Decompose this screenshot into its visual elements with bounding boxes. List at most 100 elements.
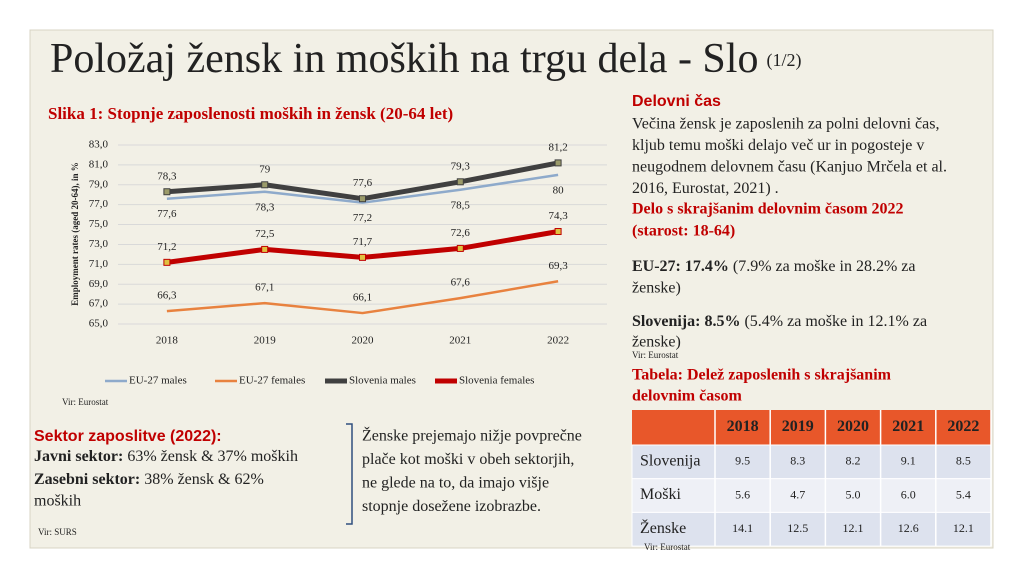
point bbox=[359, 253, 366, 261]
table-row bbox=[631, 444, 992, 480]
column-header: 2019 bbox=[782, 418, 814, 435]
x-tick-label: 2020 bbox=[352, 335, 375, 347]
legend-label: EU-27 males bbox=[129, 375, 187, 387]
table-cell: 8.2 bbox=[846, 454, 861, 468]
private-label: Zasebni sektor: bbox=[34, 471, 140, 488]
eu-label: EU-27: 17.4% bbox=[632, 258, 729, 275]
public-text: 63% žensk & 37% moških bbox=[123, 448, 298, 465]
point bbox=[456, 244, 464, 252]
value-label: 74,3 bbox=[548, 210, 568, 222]
value-label: 67,1 bbox=[255, 282, 274, 294]
y-tick-label: 83,0 bbox=[89, 139, 109, 151]
series-line bbox=[166, 280, 559, 315]
table-cell: 5.0 bbox=[846, 487, 861, 501]
sector-line: moških bbox=[34, 493, 81, 510]
value-label: 79 bbox=[259, 163, 271, 175]
bracket bbox=[346, 423, 353, 525]
worktime-title: Delovni čas bbox=[632, 93, 721, 110]
point bbox=[554, 159, 562, 167]
point bbox=[456, 178, 464, 186]
point bbox=[554, 228, 562, 236]
text-line: ne glede na to, da imajo višje bbox=[362, 475, 549, 492]
x-tick-label: 2019 bbox=[254, 335, 277, 347]
table-cell: 12.1 bbox=[843, 521, 864, 535]
legend-label: Slovenia females bbox=[459, 375, 534, 387]
table-title: Tabela: Delež zaposlenih s skrajšanim del… bbox=[632, 367, 892, 405]
si-line: ženske) bbox=[632, 334, 681, 351]
x-tick-label: 2018 bbox=[156, 335, 179, 347]
text-line: stopnje dosežene izobrazbe. bbox=[362, 498, 541, 515]
slide-title: Položaj žensk in moških na trgu dela - S… bbox=[50, 36, 801, 82]
value-label: 66,3 bbox=[157, 290, 177, 302]
si-line: Slovenija: 8.5% (5.4% za moške in 12.1% … bbox=[632, 313, 927, 330]
text-line: 2016, Eurostat, 2021) . bbox=[632, 180, 779, 197]
sector-line: Javni sektor: 63% žensk & 37% moških bbox=[34, 448, 298, 465]
y-tick-label: 81,0 bbox=[89, 158, 109, 170]
value-label: 77,6 bbox=[157, 208, 177, 220]
point bbox=[163, 188, 171, 196]
table-row bbox=[631, 511, 992, 547]
value-label: 78,3 bbox=[157, 170, 177, 182]
value-label: 71,7 bbox=[353, 236, 373, 248]
table-cell: 12.5 bbox=[787, 521, 808, 535]
series-line bbox=[166, 173, 559, 204]
value-label: 81,2 bbox=[548, 141, 567, 153]
table-cell: 6.0 bbox=[901, 487, 916, 501]
chart: 65,0 67,0 69,0 71,0 73,0 75,0 77,0 79,0 81,0 83,0… bbox=[89, 139, 607, 387]
point bbox=[359, 195, 366, 203]
text-line: Delo s skrajšanim delovnim časom 2022 bbox=[632, 201, 904, 218]
legend-label: Slovenia males bbox=[349, 375, 416, 387]
value-label: 66,1 bbox=[353, 292, 372, 304]
value-label: 80 bbox=[553, 184, 565, 196]
table-cell: 4.7 bbox=[790, 487, 805, 501]
text-line: neugodnem delovnem času (Kanjuo Mrčela e… bbox=[632, 159, 947, 176]
parttime-title: Delo s skrajšanim delovnim časom 2022 (st… bbox=[632, 201, 904, 240]
table-cell: 5.6 bbox=[735, 487, 750, 501]
text-line: Večina žensk je zaposlenih za polni delo… bbox=[632, 116, 939, 133]
value-label: 71,2 bbox=[157, 241, 176, 253]
parttime-source: Vir: Eurostat bbox=[632, 350, 679, 360]
value-label: 77,6 bbox=[353, 177, 373, 189]
eu-line: ženske) bbox=[632, 280, 681, 297]
si-text: (5.4% za moške in 12.1% za bbox=[740, 313, 927, 330]
table-header bbox=[632, 410, 991, 445]
row-label: Ženske bbox=[640, 518, 686, 537]
text-line: Tabela: Delež zaposlenih s skrajšanim bbox=[632, 367, 892, 384]
y-tick-label: 65,0 bbox=[89, 318, 109, 330]
value-label: 72,6 bbox=[451, 227, 471, 239]
y-tick-label: 69,0 bbox=[89, 278, 109, 290]
value-label: 67,6 bbox=[451, 277, 471, 289]
table-cell: 5.4 bbox=[956, 487, 971, 501]
worktime-text: Večina žensk je zaposlenih za polni delo… bbox=[632, 116, 947, 198]
row-label: Slovenija bbox=[640, 453, 700, 470]
column-header: 2018 bbox=[727, 418, 759, 435]
eu-text: (7.9% za moške in 28.2% za bbox=[729, 258, 916, 275]
table-cell: 9.5 bbox=[735, 454, 750, 468]
table-row bbox=[631, 478, 992, 513]
text-line: Ženske prejemajo nižje povprečne bbox=[362, 426, 582, 445]
note: Ženske prejemajo nižje povprečne plače ko… bbox=[362, 426, 582, 516]
table-cell: 8.3 bbox=[790, 454, 805, 468]
point bbox=[261, 245, 269, 253]
sector-line: Zasebni sektor: 38% žensk & 62% bbox=[34, 471, 264, 488]
table: 2018 2019 2020 2021 2022 Slovenija 9.5 8.3 8.2 9.… bbox=[631, 410, 992, 547]
y-axis-label: Employment rates (aged 20-64), in % bbox=[70, 162, 80, 306]
public-label: Javni sektor: bbox=[34, 448, 123, 465]
text-line: (starost: 18-64) bbox=[632, 223, 735, 240]
private-text: 38% žensk & 62% bbox=[140, 471, 264, 488]
table-cell: 12.6 bbox=[898, 521, 919, 535]
column-header: 2020 bbox=[837, 418, 869, 435]
value-label: 72,5 bbox=[255, 228, 275, 240]
point bbox=[163, 258, 171, 266]
x-tick-label: 2022 bbox=[547, 335, 569, 347]
chart-title: Slika 1: Stopnje zaposlenosti moških in … bbox=[48, 104, 453, 123]
point bbox=[261, 181, 269, 189]
y-tick-label: 67,0 bbox=[89, 298, 109, 310]
row-label: Moški bbox=[640, 486, 681, 503]
y-tick-label: 77,0 bbox=[89, 198, 109, 210]
column-header: 2022 bbox=[947, 418, 979, 435]
value-label: 79,3 bbox=[451, 160, 471, 172]
table-cell: 14.1 bbox=[732, 521, 753, 535]
table-cell: 12.1 bbox=[953, 521, 974, 535]
